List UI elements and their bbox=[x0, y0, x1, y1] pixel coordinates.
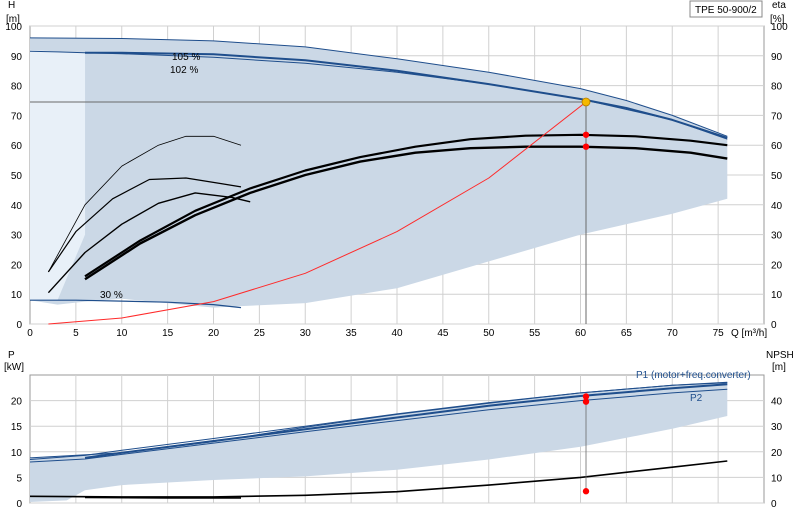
series-p1 bbox=[84, 383, 728, 459]
curve-label-30: 30 % bbox=[100, 290, 123, 301]
head-tick-label: 10 bbox=[11, 290, 23, 301]
flow-tick-label: 45 bbox=[437, 328, 449, 339]
power-axis-label: P bbox=[8, 350, 15, 361]
head-axis-unit: [m] bbox=[6, 14, 20, 25]
power-chart-markers bbox=[582, 393, 590, 495]
eta-tick-label: 30 bbox=[771, 231, 783, 242]
npsh-tick-label: 40 bbox=[771, 397, 783, 408]
series-system-curve bbox=[48, 101, 587, 325]
npsh-axis-label: NPSH bbox=[766, 350, 794, 361]
model-label-box bbox=[689, 0, 763, 18]
curve-label-102: 102 % bbox=[170, 65, 198, 76]
npsh-tick-label: 10 bbox=[771, 473, 783, 484]
eta-tick-label: 60 bbox=[771, 141, 783, 152]
power-envelope-area bbox=[30, 382, 728, 502]
series-eta-low bbox=[47, 177, 242, 273]
series-eta-inner bbox=[84, 145, 728, 281]
eta-axis-label: eta bbox=[772, 0, 786, 11]
head-envelope-area bbox=[30, 37, 728, 308]
flow-tick-label: 5 bbox=[73, 328, 79, 339]
head-tick-label: 80 bbox=[11, 82, 23, 93]
eta-axis-unit: [%] bbox=[770, 14, 785, 25]
eta-duty-marker bbox=[582, 143, 590, 150]
npsh-tick-label: 30 bbox=[771, 422, 783, 433]
power-tick-label: 10 bbox=[11, 448, 23, 459]
series-npsh bbox=[29, 460, 728, 498]
flow-tick-label: 50 bbox=[483, 328, 495, 339]
flow-tick-label: 15 bbox=[162, 328, 174, 339]
series-h-curve-30 bbox=[30, 299, 242, 309]
power-duty-marker bbox=[582, 488, 590, 495]
head-chart-curves bbox=[29, 37, 728, 325]
flow-tick-label: 65 bbox=[621, 328, 633, 339]
eta-tick-label: 90 bbox=[771, 52, 783, 63]
eta-tick-label: 10 bbox=[771, 290, 783, 301]
power-chart-curves bbox=[29, 381, 728, 499]
eta-tick-label: 40 bbox=[771, 201, 783, 212]
power-chart-tick-labels: 0 5 10 15 20 0 10 20 30 40 bbox=[11, 397, 783, 510]
head-tick-label: 100 bbox=[5, 22, 22, 33]
eta-tick-label: 20 bbox=[771, 260, 783, 271]
duty-point-marker bbox=[581, 97, 591, 107]
flow-tick-label: 0 bbox=[27, 328, 33, 339]
series-npsh-short bbox=[84, 496, 241, 499]
eta-tick-label: 0 bbox=[771, 320, 777, 331]
eta-tick-label: 80 bbox=[771, 82, 783, 93]
power-tick-label: 0 bbox=[16, 499, 22, 510]
flow-tick-label: 25 bbox=[254, 328, 266, 339]
power-duty-marker bbox=[582, 393, 590, 400]
series-h-curve-105 bbox=[85, 51, 728, 139]
power-chart-envelope bbox=[30, 382, 728, 502]
series-eta-mid bbox=[47, 192, 251, 294]
power-duty-marker bbox=[582, 398, 590, 405]
npsh-tick-label: 20 bbox=[771, 448, 783, 459]
series-h-curve-102 bbox=[29, 50, 728, 140]
flow-tick-label: 40 bbox=[391, 328, 403, 339]
power-axis-unit: [kW] bbox=[4, 362, 24, 373]
series-envelope-upper bbox=[29, 37, 728, 137]
head-tick-label: 30 bbox=[11, 231, 23, 242]
model-label: TPE 50-900/2 bbox=[695, 5, 757, 16]
flow-tick-label: 10 bbox=[116, 328, 128, 339]
head-tick-label: 70 bbox=[11, 111, 23, 122]
eta-tick-label: 100 bbox=[771, 22, 788, 33]
head-tick-label: 40 bbox=[11, 201, 23, 212]
flow-tick-label: 55 bbox=[529, 328, 541, 339]
head-tick-label: 60 bbox=[11, 141, 23, 152]
flow-tick-label: 60 bbox=[575, 328, 587, 339]
series-p2 bbox=[29, 388, 728, 463]
npsh-tick-label: 0 bbox=[771, 499, 777, 510]
flow-tick-label: 35 bbox=[346, 328, 358, 339]
flow-tick-label: 75 bbox=[713, 328, 725, 339]
flow-axis-unit: Q [m³/h] bbox=[731, 328, 767, 339]
head-tick-label: 20 bbox=[11, 260, 23, 271]
head-axis-label: H bbox=[8, 0, 15, 11]
head-chart-markers bbox=[581, 97, 591, 150]
legend-p2: P2 bbox=[690, 393, 703, 404]
series-eta-thin bbox=[48, 135, 242, 273]
series-p1-outer bbox=[29, 381, 728, 460]
legend-p1: P1 (motor+freq.converter) bbox=[636, 370, 751, 381]
head-tick-label: 0 bbox=[16, 320, 22, 331]
npsh-axis-unit: [m] bbox=[772, 362, 786, 373]
flow-tick-label: 30 bbox=[300, 328, 312, 339]
power-tick-label: 5 bbox=[16, 473, 22, 484]
curve-label-105: 105 % bbox=[172, 52, 200, 63]
head-tick-label: 90 bbox=[11, 52, 23, 63]
series-eta-outer bbox=[84, 133, 728, 278]
power-tick-label: 20 bbox=[11, 397, 23, 408]
flow-tick-label: 20 bbox=[208, 328, 220, 339]
head-tick-label: 50 bbox=[11, 171, 23, 182]
eta-duty-marker bbox=[582, 131, 590, 138]
eta-tick-label: 70 bbox=[771, 111, 783, 122]
eta-tick-label: 50 bbox=[771, 171, 783, 182]
flow-tick-label: 70 bbox=[667, 328, 679, 339]
power-tick-label: 15 bbox=[11, 422, 23, 433]
